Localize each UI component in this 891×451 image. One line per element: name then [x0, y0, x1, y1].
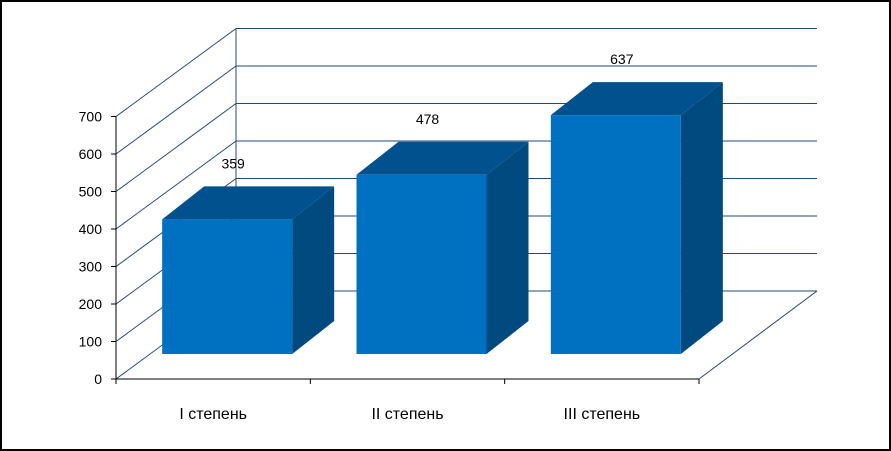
bar-top [550, 82, 723, 116]
y-tick-label: 600 [79, 146, 103, 162]
bars [162, 82, 723, 354]
floor-right-edge [698, 290, 818, 380]
data-label-2: 478 [416, 111, 440, 127]
bar-front [550, 115, 681, 354]
data-label-3: 637 [610, 51, 634, 67]
y-tick-label: 200 [79, 296, 103, 312]
bar-side [680, 82, 723, 354]
bar-top [162, 186, 335, 220]
gridline-side-500 [115, 103, 237, 192]
bar-3 [550, 82, 723, 354]
bar-front [356, 174, 487, 354]
bar-side [486, 141, 529, 354]
gridline-side-400 [115, 140, 237, 230]
category-label-2: II степень [371, 406, 443, 423]
y-tick-label: 300 [79, 259, 103, 275]
y-tick-label: 500 [79, 184, 103, 200]
bar-1 [162, 186, 335, 354]
axes [111, 116, 700, 384]
bar-top [356, 141, 529, 175]
gridline-side-700 [115, 28, 237, 117]
data-label-1: 359 [221, 155, 245, 171]
category-label-3: III степень [564, 406, 641, 423]
category-label-1: I степень [179, 406, 247, 423]
bar-2 [356, 141, 529, 354]
y-tick-label: 700 [79, 109, 103, 125]
y-tick-label: 100 [79, 334, 103, 350]
labels: 0 100 200 300 400 500 600 700 359 I степень 478 II … [79, 51, 640, 423]
bar-front [162, 219, 293, 354]
bar-side [292, 186, 335, 354]
y-tick-label: 400 [79, 221, 103, 237]
y-tick-label: 0 [94, 371, 102, 387]
gridline-side-600 [115, 65, 237, 155]
